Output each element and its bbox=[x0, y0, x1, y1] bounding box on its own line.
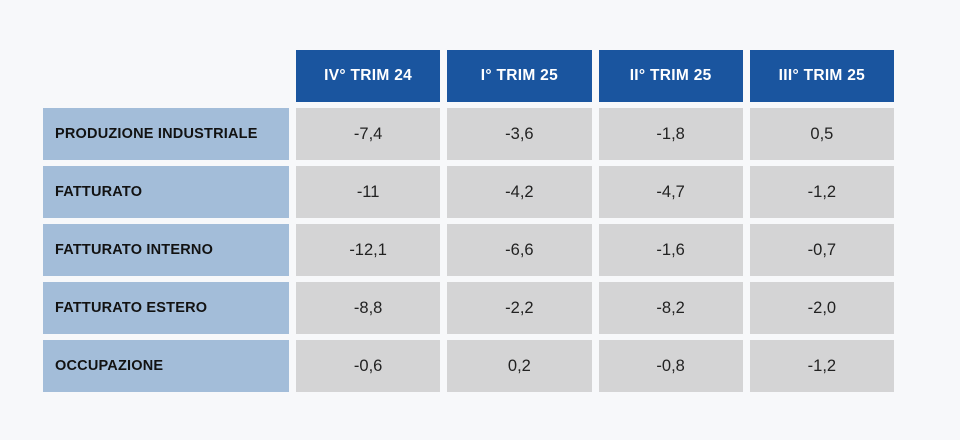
row-header-produzione-industriale: PRODUZIONE INDUSTRIALE bbox=[43, 108, 289, 160]
value-cell: -4,7 bbox=[598, 166, 743, 218]
corner-spacer bbox=[43, 50, 289, 102]
value-cell: -0,6 bbox=[296, 340, 441, 392]
column-header-trim-iv-24: IV° TRIM 24 bbox=[296, 50, 441, 102]
value-cell: -1,6 bbox=[598, 224, 743, 276]
row-header-occupazione: OCCUPAZIONE bbox=[43, 340, 289, 392]
value-cell: -2,0 bbox=[749, 282, 894, 334]
value-cell: -8,8 bbox=[296, 282, 441, 334]
column-header-trim-ii-25: II° TRIM 25 bbox=[598, 50, 743, 102]
row-header-fatturato-interno: FATTURATO INTERNO bbox=[43, 224, 289, 276]
value-cell: -1,2 bbox=[749, 340, 894, 392]
column-header-trim-i-25: I° TRIM 25 bbox=[447, 50, 592, 102]
value-cell: -7,4 bbox=[296, 108, 441, 160]
value-cell: -8,2 bbox=[598, 282, 743, 334]
value-cell: 0,5 bbox=[749, 108, 894, 160]
value-cell: -0,7 bbox=[749, 224, 894, 276]
quarterly-indicators-table: IV° TRIM 24 I° TRIM 25 II° TRIM 25 III° … bbox=[43, 50, 894, 392]
value-cell: -12,1 bbox=[296, 224, 441, 276]
value-cell: -11 bbox=[296, 166, 441, 218]
value-cell: -2,2 bbox=[447, 282, 592, 334]
value-cell: -6,6 bbox=[447, 224, 592, 276]
row-header-fatturato-estero: FATTURATO ESTERO bbox=[43, 282, 289, 334]
value-cell: -1,2 bbox=[749, 166, 894, 218]
column-header-trim-iii-25: III° TRIM 25 bbox=[749, 50, 894, 102]
value-cell: -3,6 bbox=[447, 108, 592, 160]
value-cell: -0,8 bbox=[598, 340, 743, 392]
value-cell: 0,2 bbox=[447, 340, 592, 392]
row-header-fatturato: FATTURATO bbox=[43, 166, 289, 218]
value-cell: -4,2 bbox=[447, 166, 592, 218]
value-cell: -1,8 bbox=[598, 108, 743, 160]
